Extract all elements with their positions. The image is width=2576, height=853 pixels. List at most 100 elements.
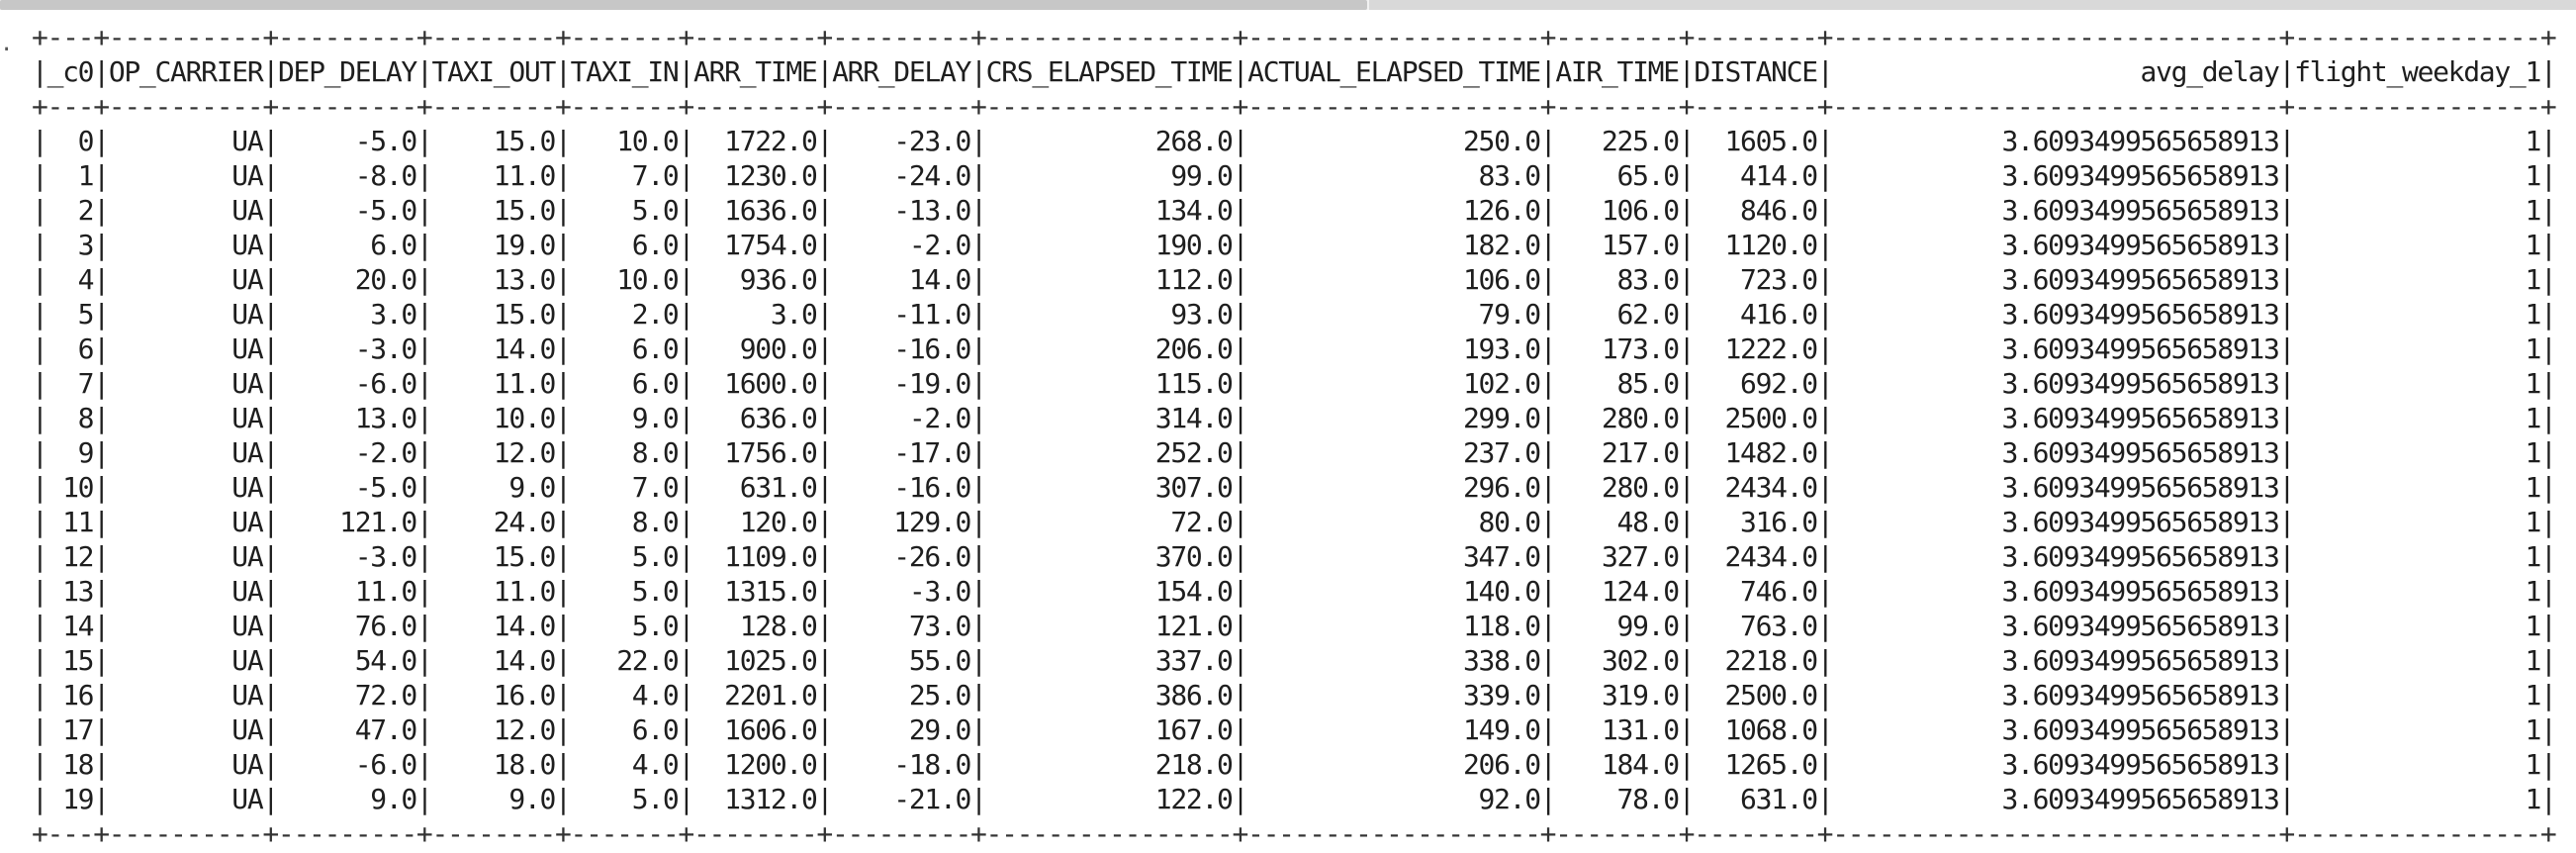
table-cell: 24.0 xyxy=(431,506,557,538)
table-cell: 76.0 xyxy=(277,610,418,642)
table-cell: 302.0 xyxy=(1555,644,1680,677)
table-cell: 8.0 xyxy=(570,506,680,538)
table-row: | 3| UA| 6.0| 19.0| 6.0| 1754.0| -2.0| 1… xyxy=(32,229,2557,261)
table-cell: 173.0 xyxy=(1555,332,1680,365)
table-cell: 7.0 xyxy=(570,471,680,504)
column-header: DEP_DELAY xyxy=(277,55,417,88)
table-row: | 6| UA| -3.0| 14.0| 6.0| 900.0| -16.0| … xyxy=(32,332,2557,365)
table-cell: 347.0 xyxy=(1247,540,1541,573)
table-cell: 15.0 xyxy=(431,298,557,331)
output-gutter-marker: . xyxy=(0,32,14,56)
table-cell: 85.0 xyxy=(1555,367,1681,400)
table-cell: UA xyxy=(108,575,263,608)
table-cell: 131.0 xyxy=(1555,713,1680,746)
table-cell: UA xyxy=(108,679,263,711)
table-cell: -5.0 xyxy=(277,194,418,227)
table-row: | 4| UA| 20.0| 13.0| 10.0| 936.0| 14.0| … xyxy=(32,263,2557,296)
table-cell: 1 xyxy=(2294,783,2541,815)
table-cell: 78.0 xyxy=(1555,783,1681,815)
table-cell: 1636.0 xyxy=(693,194,818,227)
table-header: |_c0|OP_CARRIER|DEP_DELAY|TAXI_OUT|TAXI_… xyxy=(32,55,2557,88)
table-cell: 1 xyxy=(46,159,95,192)
table-cell: 1312.0 xyxy=(693,783,818,815)
table-cell: 1 xyxy=(2294,367,2541,400)
table-cell: 2201.0 xyxy=(693,679,818,711)
table-cell: 2500.0 xyxy=(1694,402,1818,434)
table-cell: 1600.0 xyxy=(693,367,818,400)
table-cell: 14.0 xyxy=(431,644,557,677)
table-cell: 1025.0 xyxy=(693,644,818,677)
table-cell: 157.0 xyxy=(1555,229,1680,261)
table-cell: 120.0 xyxy=(693,506,818,538)
table-cell: 1754.0 xyxy=(693,229,818,261)
table-cell: -16.0 xyxy=(832,471,971,504)
table-cell: 134.0 xyxy=(985,194,1234,227)
table-cell: 3.0 xyxy=(693,298,818,331)
table-cell: 2434.0 xyxy=(1694,471,1818,504)
table-cell: 13 xyxy=(46,575,94,608)
table-cell: 3.6093499565658913 xyxy=(1832,610,2280,642)
table-cell: 13.0 xyxy=(277,402,418,434)
table-cell: UA xyxy=(108,610,263,642)
table-cell: 3.6093499565658913 xyxy=(1832,159,2280,192)
table-cell: 121.0 xyxy=(985,610,1234,642)
table-cell: UA xyxy=(108,402,263,434)
table-cell: 414.0 xyxy=(1694,159,1818,192)
table-cell: 20.0 xyxy=(277,263,418,296)
table-cell: 1 xyxy=(2294,159,2541,192)
table-row: | 15| UA| 54.0| 14.0| 22.0| 1025.0| 55.0… xyxy=(32,644,2557,677)
table-cell: 14.0 xyxy=(431,610,557,642)
table-cell: 319.0 xyxy=(1555,679,1680,711)
table-cell: UA xyxy=(108,159,263,192)
table-cell: -11.0 xyxy=(832,298,971,331)
table-cell: UA xyxy=(108,540,263,573)
table-cell: 15.0 xyxy=(431,125,557,157)
horizontal-scrollbar[interactable] xyxy=(0,0,2576,10)
table-cell: 129.0 xyxy=(832,506,971,538)
table-cell: 140.0 xyxy=(1247,575,1541,608)
table-cell: 5.0 xyxy=(570,194,680,227)
table-cell: 327.0 xyxy=(1555,540,1680,573)
table-cell: 206.0 xyxy=(1247,748,1541,781)
table-cell: 2.0 xyxy=(570,298,680,331)
table-cell: 128.0 xyxy=(693,610,818,642)
table-cell: 2 xyxy=(46,194,95,227)
table-cell: 80.0 xyxy=(1247,506,1542,538)
table-cell: 122.0 xyxy=(985,783,1234,815)
table-cell: 338.0 xyxy=(1247,644,1541,677)
table-row: | 11| UA| 121.0| 24.0| 8.0| 120.0| 129.0… xyxy=(32,506,2557,538)
table-cell: 1 xyxy=(2294,402,2541,434)
table-cell: 1 xyxy=(2294,332,2541,365)
table-cell: 1 xyxy=(2294,540,2541,573)
table-cell: 1606.0 xyxy=(693,713,818,746)
table-cell: 106.0 xyxy=(1247,263,1541,296)
table-cell: 3.6093499565658913 xyxy=(1832,436,2280,469)
table-cell: 250.0 xyxy=(1247,125,1541,157)
table-cell: -21.0 xyxy=(832,783,971,815)
table-cell: 11.0 xyxy=(431,367,557,400)
table-cell: 307.0 xyxy=(985,471,1234,504)
table-cell: 3.6093499565658913 xyxy=(1832,748,2280,781)
column-header: _c0 xyxy=(46,55,95,88)
column-header: AIR_TIME xyxy=(1555,55,1680,88)
table-cell: 9.0 xyxy=(277,783,417,815)
table-cell: 3.6093499565658913 xyxy=(1832,783,2280,815)
table-cell: 72.0 xyxy=(985,506,1234,538)
table-cell: 6.0 xyxy=(570,229,680,261)
table-cell: -17.0 xyxy=(832,436,971,469)
table-cell: 154.0 xyxy=(985,575,1234,608)
table-cell: 18.0 xyxy=(431,748,557,781)
table-cell: 631.0 xyxy=(1694,783,1818,815)
table-row: | 8| UA| 13.0| 10.0| 9.0| 636.0| -2.0| 3… xyxy=(32,402,2557,434)
table-cell: 6.0 xyxy=(277,229,417,261)
table-cell: 1 xyxy=(2294,575,2541,608)
table-cell: 6.0 xyxy=(570,332,680,365)
table-cell: 337.0 xyxy=(985,644,1234,677)
table-cell: -18.0 xyxy=(832,748,971,781)
table-cell: 1722.0 xyxy=(693,125,818,157)
table-cell: 314.0 xyxy=(985,402,1234,434)
table-cell: 54.0 xyxy=(277,644,418,677)
table-cell: 3.6093499565658913 xyxy=(1832,298,2280,331)
scrollbar-track-remainder xyxy=(1369,0,2576,10)
scrollbar-thumb[interactable] xyxy=(0,0,1367,10)
